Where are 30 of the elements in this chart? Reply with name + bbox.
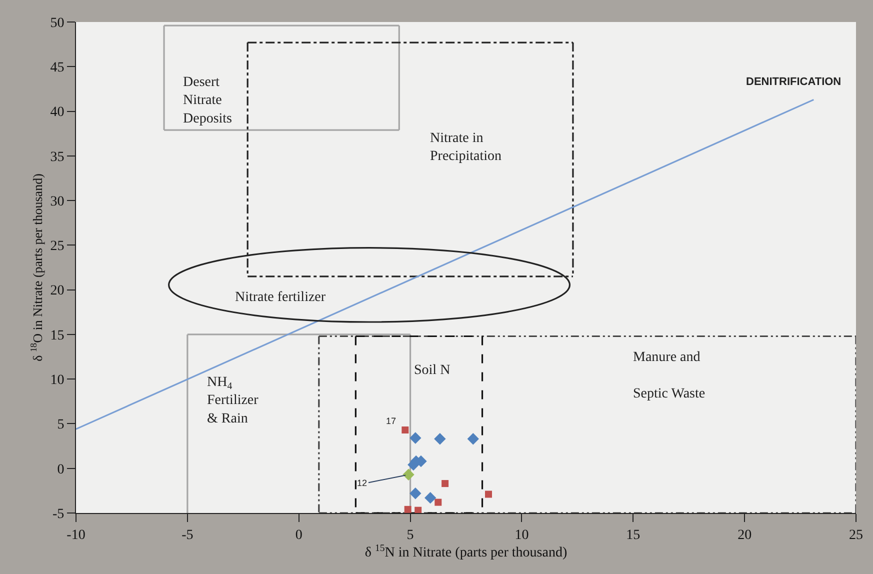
y-tick-label: 0 [57,462,64,478]
x-tick-label: -10 [66,528,86,543]
x-tick-label: 20 [738,528,752,543]
x-tick-label: 0 [295,528,302,543]
annotation: Nitrate in Precipitation [430,131,502,164]
x-tick-label: -5 [182,528,194,543]
annotation: Desert Nitrate Deposits [183,75,232,126]
text: Manure and Septic Waste [633,350,706,402]
y-tick-label: 20 [50,284,64,299]
y-tick-label: 25 [50,239,64,254]
y-tick-label: 10 [50,372,64,388]
y-tick-label: 45 [50,60,64,76]
annotation: 17 [386,416,396,426]
annotation: NH$_{4}$ Fertilizer & Rain [207,375,259,426]
y-tick-label: 15 [50,328,64,344]
y-tick-label: -5 [52,506,64,522]
annotation: DENITRIFICATION [746,76,842,88]
annotation: Nitrate fertilizer [235,290,326,305]
y-tick-label: 30 [50,194,64,210]
x-tick-label: 25 [849,528,863,543]
annotation: Soil N [414,363,450,378]
x-tick-label: 5 [406,528,414,543]
y-tick-label: 5 [57,418,64,433]
y-tick-label: 50 [50,16,64,31]
x-tick-label: 15 [626,528,640,543]
y-tick-label: 40 [50,105,64,120]
y-tick-label: 35 [50,150,64,165]
x-tick-label: 10 [514,528,529,543]
annotation: 12 [357,478,368,488]
x-axis-title: δ $^{15}$N in Nitrate (parts per thousand) [364,542,568,561]
